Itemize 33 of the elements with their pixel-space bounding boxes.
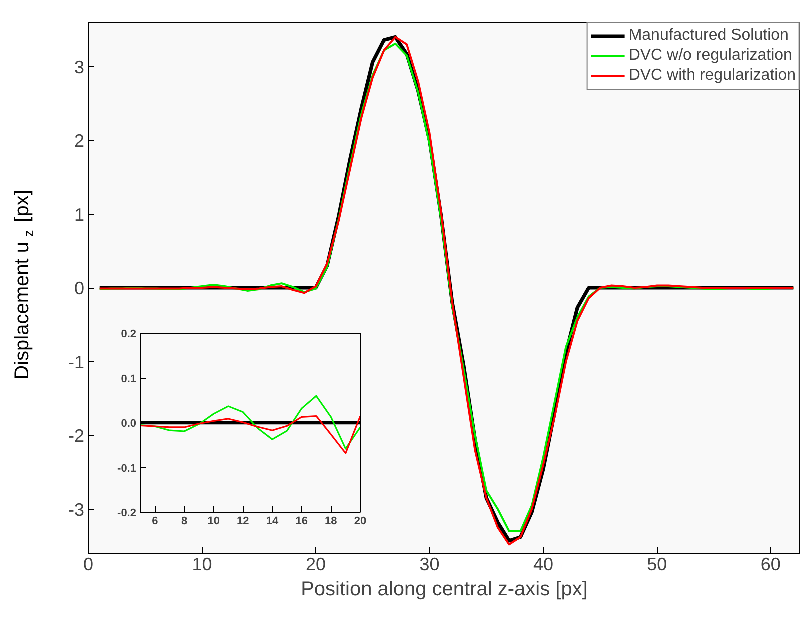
- x-tick-label: 30: [420, 554, 440, 574]
- x-tick-label: 12: [237, 516, 250, 528]
- y-tick-label: 0.0: [121, 418, 137, 430]
- x-tick-label: 10: [208, 516, 220, 528]
- y-tick-label: 1: [74, 204, 85, 225]
- x-tick-label: 6: [152, 516, 158, 528]
- x-tick-label: 18: [325, 516, 338, 528]
- y-tick-label: 0: [74, 278, 85, 298]
- x-tick-label: 14: [266, 516, 280, 528]
- y-tick-label: -1: [68, 352, 85, 372]
- x-tick-label: 10: [192, 554, 212, 574]
- x-tick-label: 20: [354, 516, 367, 528]
- x-tick-label: 20: [306, 554, 326, 574]
- x-tick-label: 40: [533, 554, 554, 574]
- legend-label: DVC w/o regularization: [628, 47, 792, 65]
- y-tick-label: -0.1: [118, 462, 137, 475]
- x-tick-label: 8: [181, 516, 188, 528]
- x-tick-label: 60: [760, 554, 781, 574]
- x-axis-title: Position along central z-axis [px]: [301, 578, 588, 600]
- line-series: [140, 415, 360, 454]
- y-tick-label: 0.2: [121, 328, 137, 340]
- y-tick-label: 3: [74, 57, 85, 78]
- y-tick-label: -0.2: [118, 508, 137, 520]
- legend-label: DVC with regularization: [628, 67, 796, 85]
- y-axis-title: Displacement uz [px]: [12, 190, 36, 380]
- y-tick-label: 2: [74, 131, 85, 151]
- line-series: [140, 395, 360, 450]
- x-tick-label: 16: [296, 516, 308, 528]
- legend-label: Manufactured Solution: [628, 27, 789, 45]
- y-tick-label: -3: [68, 500, 85, 520]
- x-tick-label: 50: [647, 554, 668, 574]
- y-tick-label: 0.1: [121, 373, 137, 386]
- y-tick-label: -2: [68, 426, 85, 446]
